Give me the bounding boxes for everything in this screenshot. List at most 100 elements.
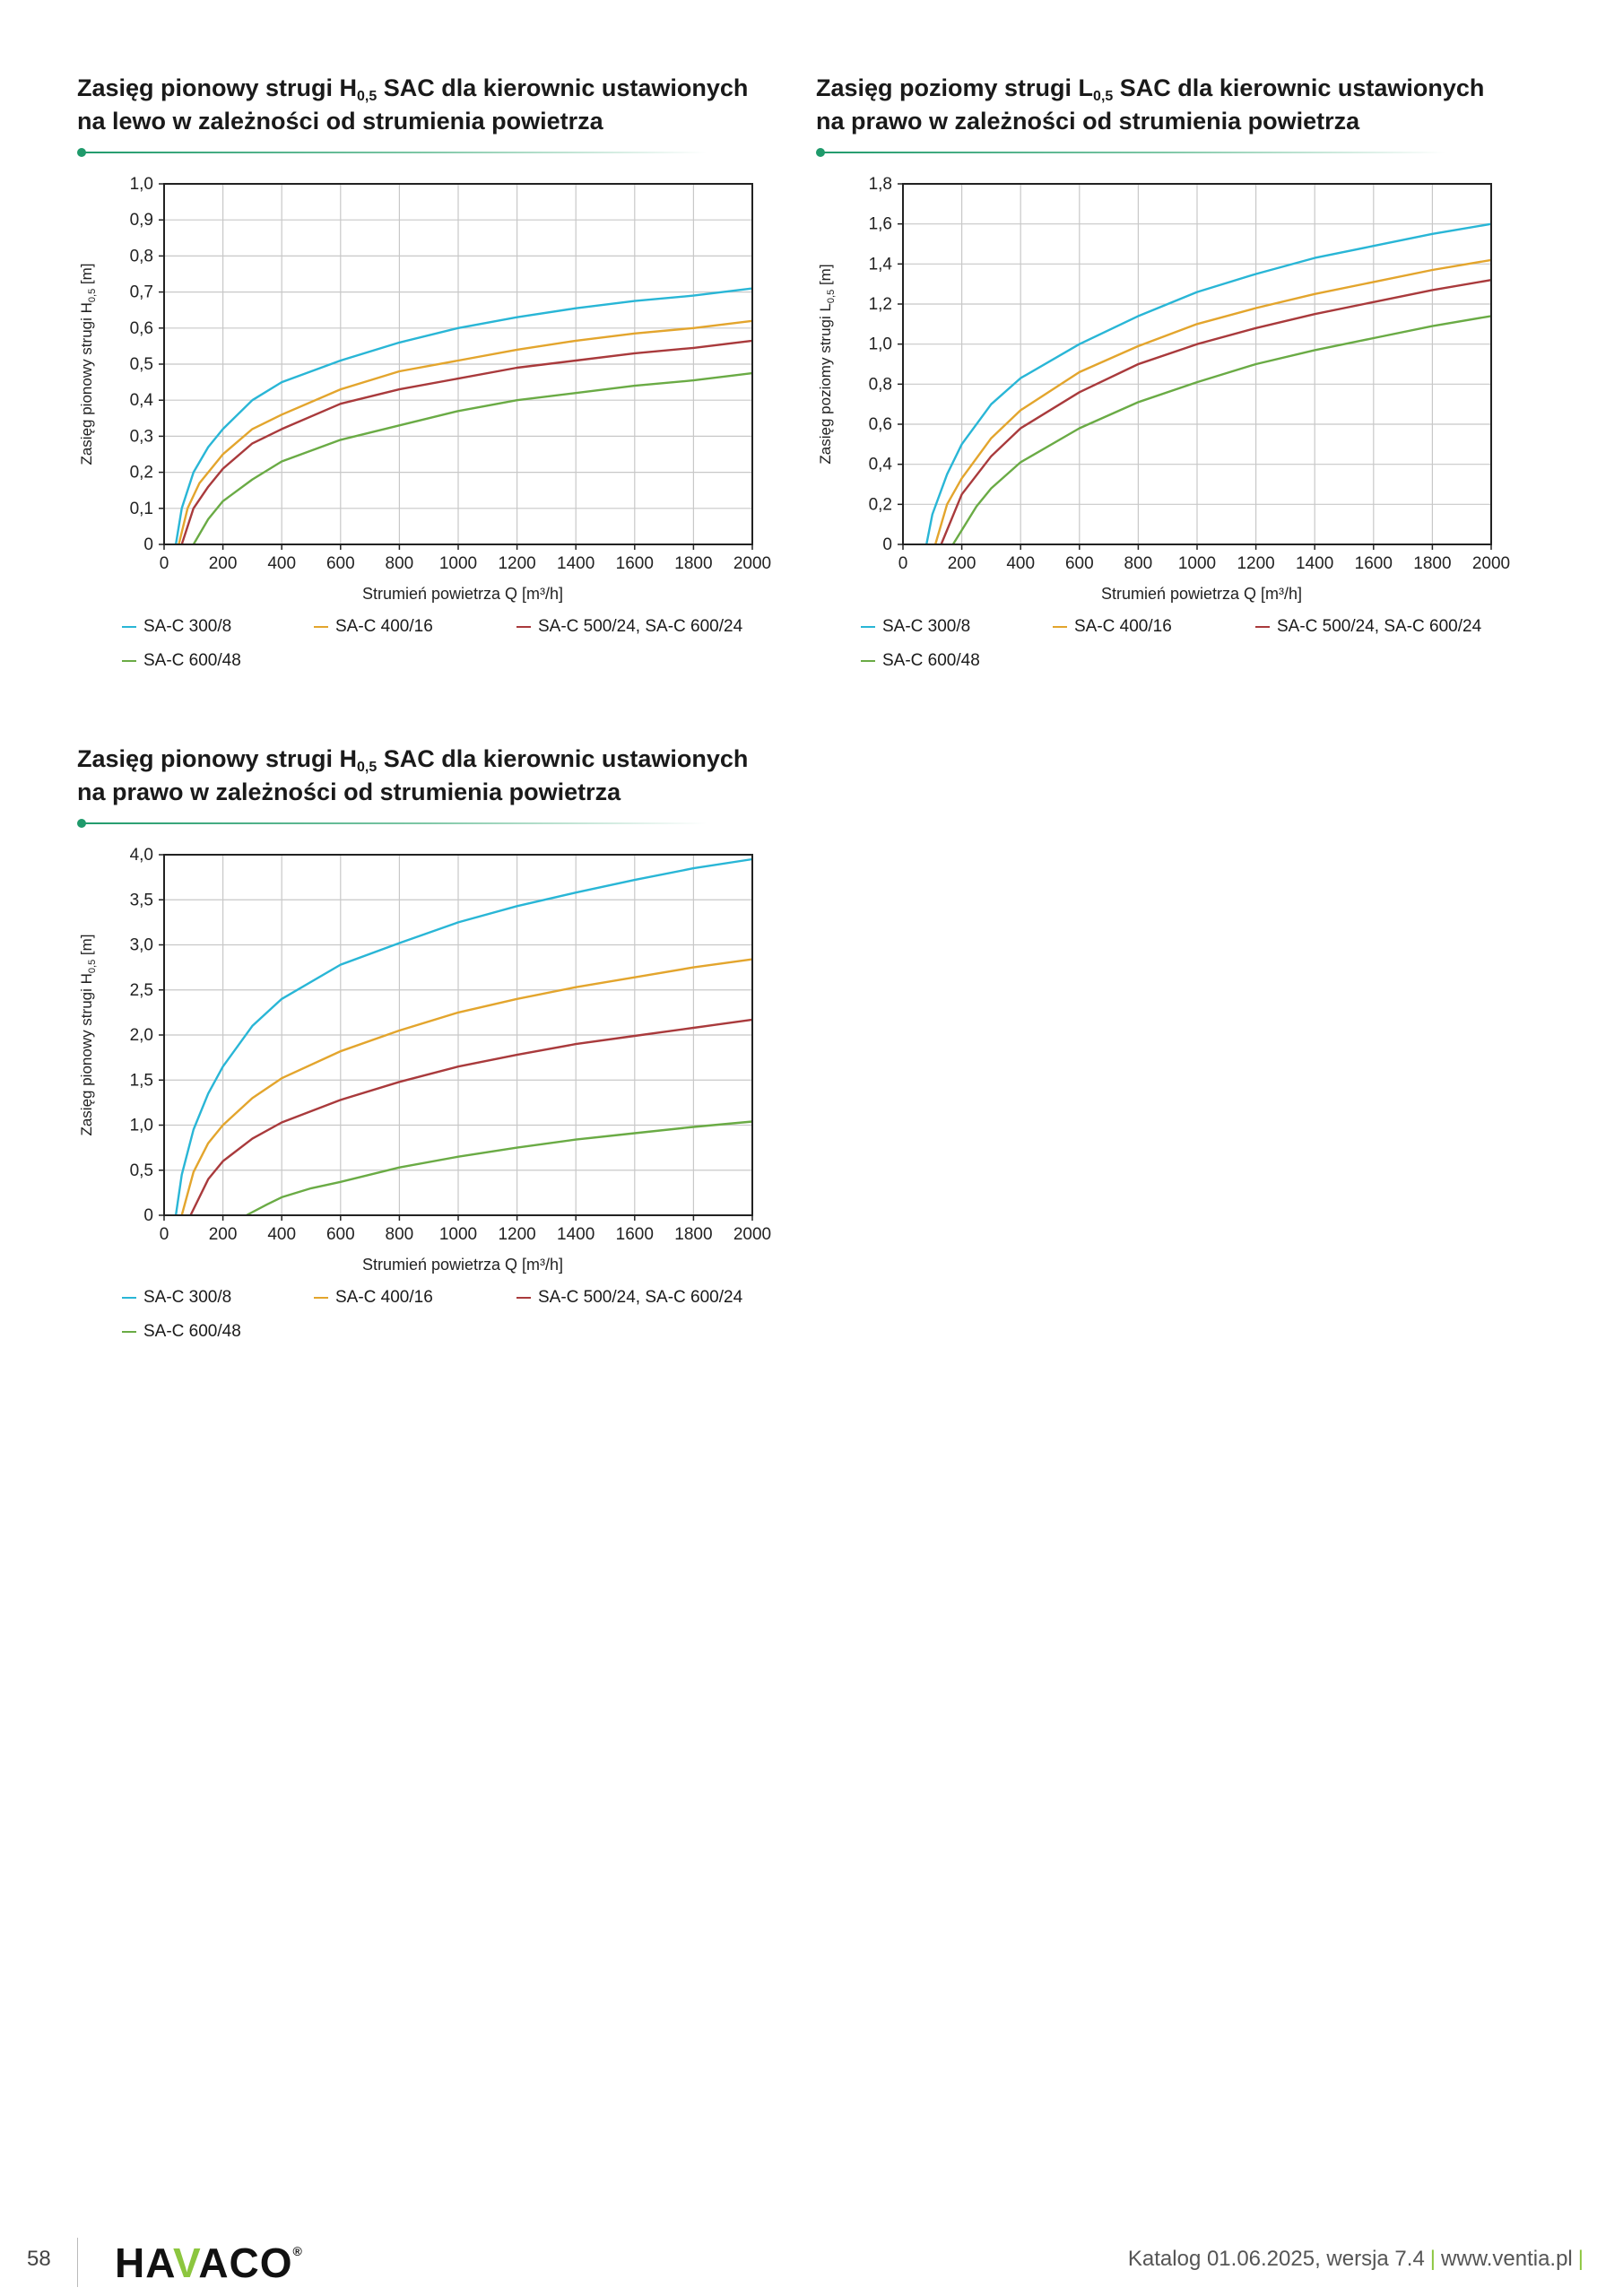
website-link[interactable]: www.ventia.pl [1441, 2247, 1573, 2271]
legend-item: SA-C 300/8 [861, 617, 970, 637]
x-tick-label: 1600 [1355, 554, 1393, 573]
chart-title: Zasięg pionowy strugi H0,5 SAC dla kiero… [77, 745, 749, 805]
x-tick-label: 400 [267, 1225, 296, 1244]
chart-plot: 0 200 400 600 800 1000 1200 1400 1600 1800 2000 0 0,… [817, 175, 1510, 603]
legend-item: SA-C 400/16 [1053, 617, 1172, 637]
y-tick-label: 1,5 [130, 1071, 153, 1090]
page-number: 58 [27, 2247, 51, 2271]
y-tick-label: 2,0 [130, 1026, 153, 1045]
havaco-logo: HAVACO® [115, 2239, 303, 2286]
x-tick-label: 0 [898, 554, 908, 573]
title-underline [818, 152, 1445, 153]
legend-label: SA-C 400/16 [1074, 617, 1172, 636]
series-line-4 [192, 371, 753, 545]
y-tick-label: 3,5 [130, 891, 153, 909]
y-tick-label: 0,4 [869, 456, 893, 474]
x-tick-label: 600 [326, 554, 355, 573]
x-tick-label: 1800 [1413, 554, 1451, 573]
series-line-4 [951, 315, 1492, 545]
series-line-3 [940, 279, 1492, 545]
x-tick-label: 0 [160, 1225, 169, 1244]
x-tick-label: 200 [209, 554, 238, 573]
y-tick-label: 0,8 [869, 375, 892, 394]
chart-panel-3: Zasięg pionowy strugi H0,5 SAC dla kiero… [77, 743, 794, 1352]
legend-label: SA-C 600/48 [143, 651, 241, 670]
legend-item: SA-C 300/8 [122, 617, 231, 637]
y-tick-label: 0 [143, 1206, 153, 1225]
catalog-version: Katalog 01.06.2025, wersja 7.4 [1127, 2247, 1425, 2271]
y-tick-label: 0,7 [130, 283, 153, 302]
x-tick-label: 0 [160, 554, 169, 573]
series-line-2 [180, 958, 753, 1216]
chart-title: Zasięg poziomy strugi L0,5 SAC dla kiero… [816, 74, 1485, 135]
footer-divider [77, 2238, 78, 2287]
x-tick-label: 2000 [1472, 554, 1510, 573]
y-tick-label: 0,3 [130, 427, 153, 446]
y-tick-label: 0,5 [130, 355, 153, 374]
legend-swatch [122, 660, 136, 662]
y-tick-label: 1,0 [130, 175, 153, 194]
footer-catalog-info: Katalog 01.06.2025, wersja 7.4 | www.venti… [1128, 2247, 1589, 2272]
series-line-3 [180, 339, 753, 545]
x-tick-label: 1600 [616, 1225, 654, 1244]
legend-item: SA-C 500/24, SA-C 600/24 [516, 617, 742, 637]
x-tick-label: 1600 [616, 554, 654, 573]
x-axis-label: Strumień powietrza Q [m³/h] [362, 585, 563, 603]
series-line-1 [174, 287, 753, 545]
x-tick-label: 1400 [557, 554, 595, 573]
x-tick-label: 1200 [498, 554, 535, 573]
legend-label: SA-C 500/24, SA-C 600/24 [1277, 617, 1482, 636]
x-axis-label: Strumień powietrza Q [m³/h] [1101, 585, 1302, 603]
legend-label: SA-C 300/8 [882, 617, 971, 636]
legend-swatch [1255, 626, 1270, 628]
legend-swatch [122, 1297, 136, 1299]
y-tick-label: 4,0 [130, 846, 153, 865]
y-tick-label: 0,2 [869, 495, 892, 514]
legend-label: SA-C 600/48 [882, 651, 980, 670]
series-line-1 [925, 222, 1492, 545]
y-tick-label: 1,0 [130, 1117, 153, 1135]
series-line-2 [933, 258, 1492, 545]
legend-item: SA-C 600/48 [122, 1322, 241, 1342]
legend-swatch [122, 626, 136, 628]
series-line-4 [246, 1120, 753, 1217]
legend-label: SA-C 600/48 [143, 1322, 241, 1341]
legend-swatch [516, 626, 531, 628]
x-tick-label: 1200 [1237, 554, 1274, 573]
x-tick-label: 1200 [498, 1225, 535, 1244]
legend-item: SA-C 400/16 [314, 617, 433, 637]
legend-item: SA-C 600/48 [861, 651, 980, 671]
x-tick-label: 200 [209, 1225, 238, 1244]
y-tick-label: 0,6 [130, 319, 153, 338]
chart-panel-2: Zasięg poziomy strugi L0,5 SAC dla kiero… [816, 72, 1533, 682]
x-tick-label: 800 [1124, 554, 1153, 573]
x-tick-label: 1000 [1178, 554, 1216, 573]
separator: | [1429, 2247, 1436, 2271]
title-underline-dot [816, 148, 825, 157]
y-tick-label: 1,6 [869, 215, 892, 234]
y-tick-label: 0 [882, 535, 892, 554]
chart-plot: 0 200 400 600 800 1000 1200 1400 1600 1800 2000 0 0,… [78, 846, 771, 1274]
legend-item: SA-C 600/48 [122, 651, 241, 671]
x-tick-label: 600 [326, 1225, 355, 1244]
legend-label: SA-C 500/24, SA-C 600/24 [538, 1288, 743, 1307]
title-underline [79, 152, 707, 153]
legend-swatch [314, 1297, 328, 1299]
y-tick-label: 0,9 [130, 211, 153, 230]
separator: | [1577, 2247, 1584, 2271]
x-tick-label: 1000 [439, 1225, 477, 1244]
y-tick-label: 0,8 [130, 247, 153, 265]
x-tick-label: 1400 [557, 1225, 595, 1244]
x-tick-label: 600 [1065, 554, 1094, 573]
series-line-1 [174, 857, 753, 1216]
x-tick-label: 800 [386, 1225, 414, 1244]
y-tick-label: 1,8 [869, 175, 892, 194]
x-tick-label: 800 [386, 554, 414, 573]
legend-item: SA-C 300/8 [122, 1288, 231, 1308]
x-tick-label: 2000 [733, 554, 771, 573]
legend-swatch [122, 1331, 136, 1333]
x-tick-label: 200 [948, 554, 976, 573]
chart-panel-1: Zasięg pionowy strugi H0,5 SAC dla kiero… [77, 72, 794, 682]
y-tick-label: 0,6 [869, 415, 892, 434]
x-tick-label: 1000 [439, 554, 477, 573]
